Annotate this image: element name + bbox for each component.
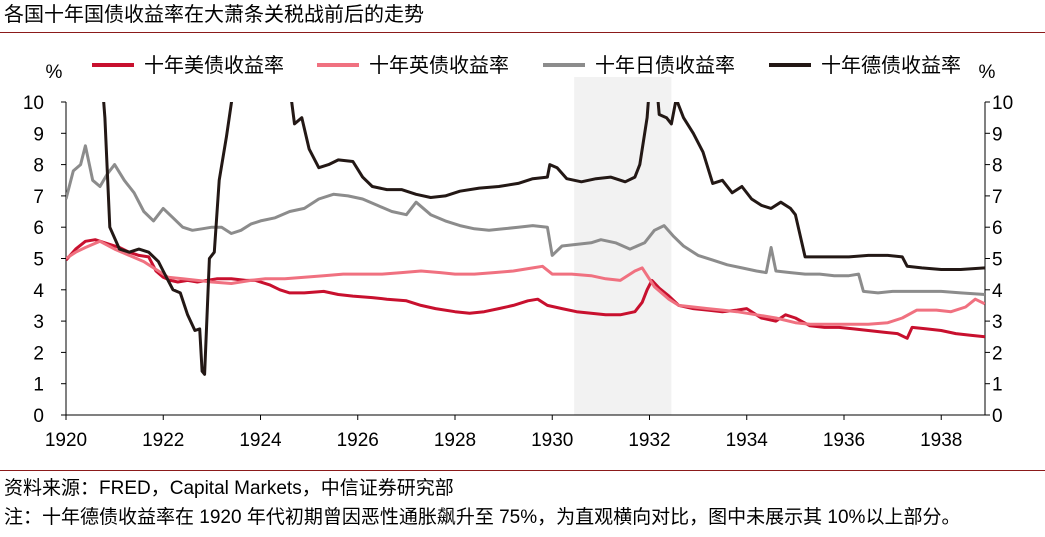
x-tick-label: 1928	[434, 430, 476, 451]
y-tick-label-right: 10	[992, 93, 1013, 114]
x-tick-label: 1934	[726, 430, 769, 451]
footnote: 注：十年德债收益率在 1920 年代初期曾因恶性通胀飙升至 75%，为直观横向对…	[4, 507, 961, 528]
line-chart: 0 0 1 1 2 2 3 3 4 4 5 5 6 6 7 7 8 8 9 9 10 10 1920 1922 1924 1926…	[23, 54, 1013, 451]
x-tick-label: 1924	[239, 430, 282, 451]
series-line-3	[66, 144, 985, 296]
y-tick-label-left: 2	[33, 343, 44, 364]
y-tick-label-left: 9	[33, 124, 44, 145]
y-tick-label-right: 7	[992, 187, 1003, 208]
x-tick-label: 1932	[628, 430, 670, 451]
axes-layer: 0 0 1 1 2 2 3 3 4 4 5 5 6 6 7 7 8 8 9 9 10 10 1920 1922 1924 1926…	[23, 62, 1013, 451]
y-tick-label-left: 0	[33, 406, 44, 427]
x-tick-label: 1926	[337, 430, 379, 451]
y-tick-label-right: 6	[992, 218, 1003, 239]
y-tick-label-left: 6	[33, 218, 44, 239]
y-tick-label-left: 3	[33, 312, 44, 333]
footer-divider	[0, 470, 1045, 471]
series-line-4	[102, 102, 985, 376]
series-line-2	[66, 239, 985, 326]
y-tick-label-right: 8	[992, 156, 1003, 177]
x-tick-label: 1936	[823, 430, 865, 451]
y-tick-label-left: 7	[33, 187, 44, 208]
y-tick-label-right: 0	[992, 406, 1003, 427]
y-tick-label-right: 1	[992, 375, 1003, 396]
y-axis-unit-left: %	[46, 62, 63, 83]
x-tick-label: 1938	[920, 430, 962, 451]
legend-label-1: 十年美债收益率	[144, 54, 284, 77]
y-tick-label-left: 10	[23, 93, 44, 114]
y-tick-label-right: 3	[992, 312, 1003, 333]
y-tick-label-left: 1	[33, 375, 44, 396]
source-note: 资料来源：FRED，Capital Markets，中信证券研究部	[4, 478, 454, 499]
y-tick-label-left: 4	[33, 281, 44, 302]
x-tick-label: 1930	[531, 430, 573, 451]
legend: 十年美债收益率 十年英债收益率 十年日债收益率 十年德债收益率	[92, 54, 961, 77]
title-divider	[0, 32, 1045, 33]
legend-label-3: 十年日债收益率	[595, 54, 735, 77]
y-tick-label-right: 5	[992, 250, 1003, 271]
legend-label-2: 十年英债收益率	[369, 54, 509, 77]
y-axis-unit-right: %	[979, 62, 996, 83]
y-tick-label-left: 8	[33, 156, 44, 177]
legend-label-4: 十年德债收益率	[821, 54, 961, 77]
x-tick-label: 1920	[45, 430, 87, 451]
y-tick-label-right: 9	[992, 124, 1003, 145]
y-tick-label-left: 5	[33, 250, 44, 271]
series-line-1	[66, 238, 985, 340]
y-tick-label-right: 2	[992, 343, 1003, 364]
x-tick-label: 1922	[142, 430, 184, 451]
chart-title: 各国十年国债收益率在大萧条关税战前后的走势	[4, 4, 424, 26]
y-tick-label-right: 4	[992, 281, 1003, 302]
series-layer	[66, 102, 985, 376]
